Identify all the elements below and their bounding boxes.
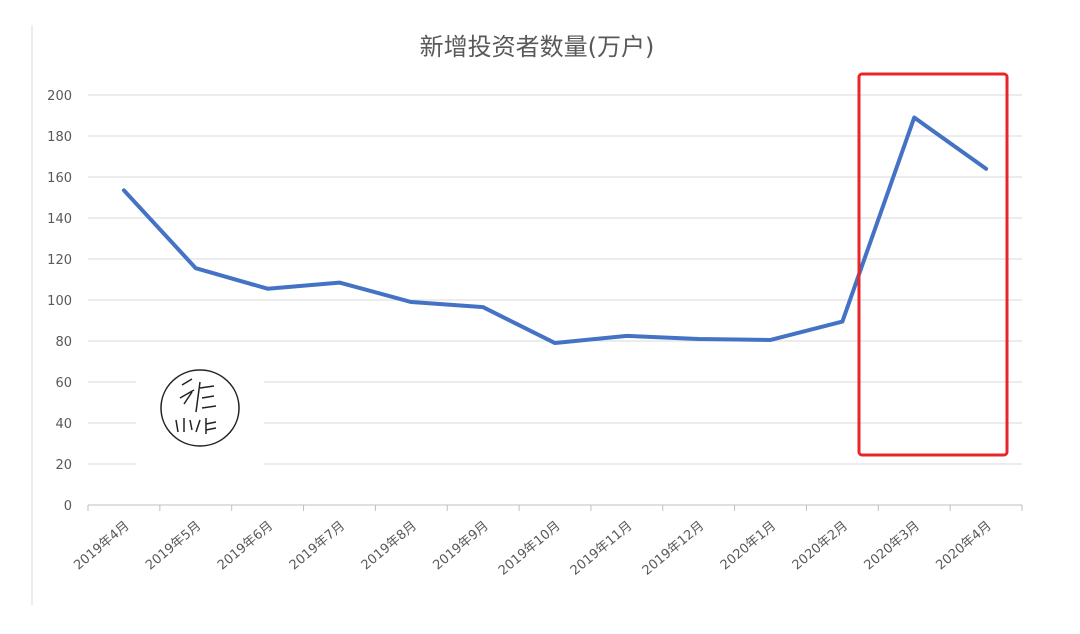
- highlight-box: [857, 72, 1009, 457]
- y-tick-label: 160: [47, 171, 72, 186]
- stamp-stroke: [175, 378, 217, 434]
- y-tick-label: 60: [55, 376, 72, 391]
- y-tick-label: 0: [64, 499, 72, 514]
- x-tick-label: 2019年11月: [568, 519, 636, 579]
- x-tick-label: 2019年9月: [430, 519, 491, 574]
- y-tick-label: 140: [47, 212, 72, 227]
- x-tick-label: 2019年4月: [71, 519, 132, 574]
- y-tick-label: 20: [55, 458, 72, 473]
- x-tick-label: 2019年5月: [143, 519, 204, 574]
- x-tick-label: 2019年12月: [640, 519, 708, 579]
- x-tick-label: 2019年8月: [359, 519, 420, 574]
- line-series: [121, 115, 989, 346]
- x-tick-label: 2019年7月: [287, 519, 348, 574]
- x-tick-label: 2020年2月: [790, 519, 851, 574]
- watermark-stamp: [160, 369, 240, 447]
- y-tick-label: 120: [47, 253, 72, 268]
- y-tick-label: 80: [55, 335, 72, 350]
- x-tick-label: 2019年10月: [496, 519, 564, 579]
- stamp-circle: [160, 369, 240, 447]
- x-tick-label: 2020年3月: [862, 519, 923, 574]
- x-tick-label: 2020年1月: [718, 519, 779, 574]
- y-tick-label: 40: [55, 417, 72, 432]
- y-tick-label: 100: [47, 294, 72, 309]
- chart-title: 新增投资者数量(万户): [420, 33, 655, 61]
- y-tick-label: 200: [47, 89, 72, 104]
- x-tick-label: 2020年4月: [933, 519, 994, 574]
- y-tick-label: 180: [47, 130, 72, 145]
- x-tick-label: 2019年6月: [215, 519, 276, 574]
